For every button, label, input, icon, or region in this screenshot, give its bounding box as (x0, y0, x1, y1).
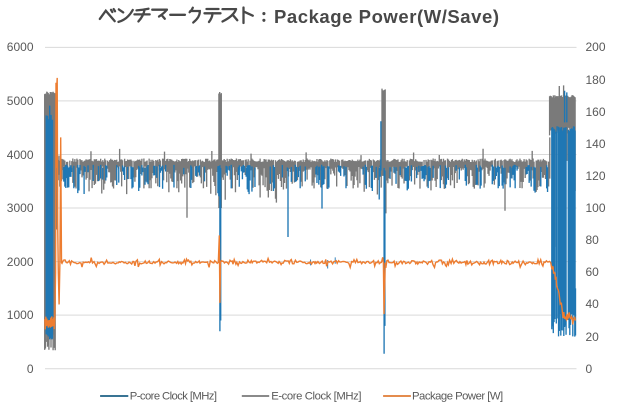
svg-text:P-core Clock [MHz]: P-core Clock [MHz] (130, 390, 217, 402)
svg-text:Package Power [W]: Package Power [W] (412, 390, 503, 402)
svg-text:Package Power(W/Save): Package Power(W/Save) (274, 6, 499, 27)
svg-text:E-core Clock [MHz]: E-core Clock [MHz] (271, 390, 361, 402)
